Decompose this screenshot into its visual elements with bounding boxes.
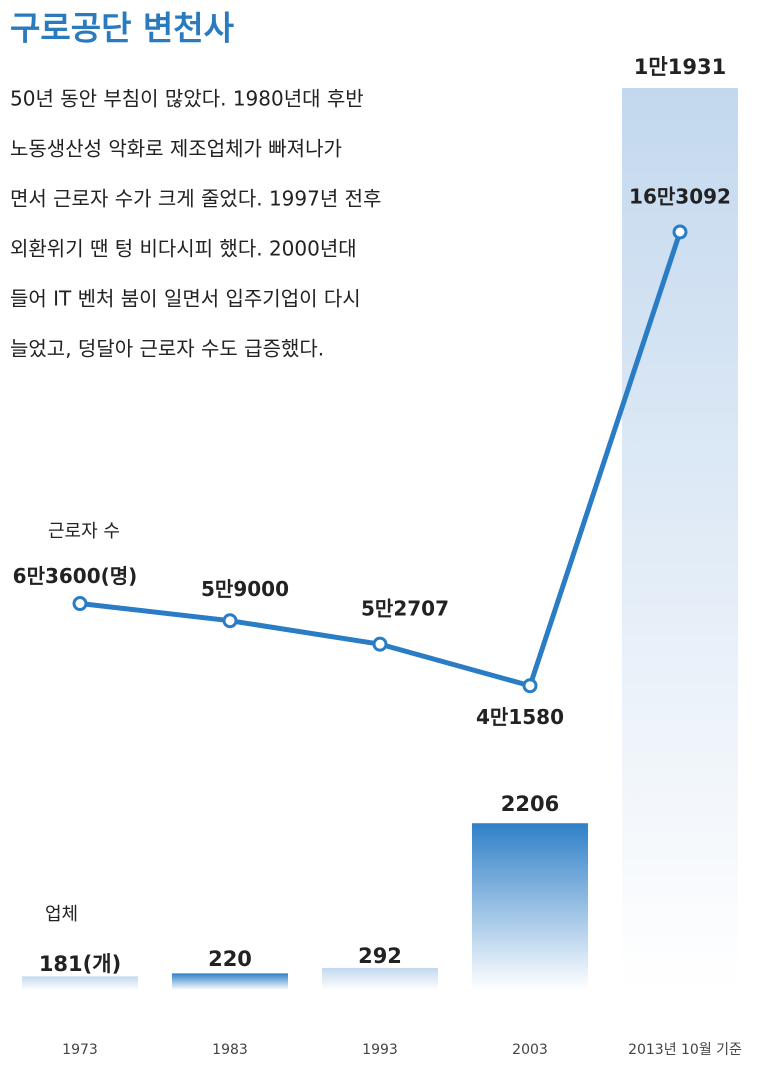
bar (472, 823, 588, 990)
point (222, 613, 238, 629)
point (672, 224, 688, 240)
bar-value-label: 292 (358, 944, 402, 968)
bar-value-label: 181(개) (39, 952, 121, 976)
bar (172, 973, 288, 990)
point-value-label: 4만1580 (476, 705, 564, 729)
point (72, 596, 88, 612)
legend-label: 근로자 수 (48, 521, 120, 542)
description-line: 50년 동안 부침이 많았다. 1980년대 후반 (10, 87, 364, 111)
point (522, 678, 538, 694)
bar-value-label: 220 (208, 947, 252, 971)
description-line: 외환위기 땐 텅 비다시피 했다. 2000년대 (10, 237, 357, 261)
chart-title: 구로공단 변천사 (10, 9, 235, 48)
x-tick-label: 2003 (512, 1042, 548, 1058)
x-tick-label: 1983 (212, 1042, 248, 1058)
description-line: 늘었고, 덩달아 근로자 수도 급증했다. (10, 337, 324, 361)
description-line: 들어 IT 벤처 붐이 일면서 입주기업이 다시 (10, 287, 361, 311)
point (372, 636, 388, 652)
bar-value-label: 2206 (501, 792, 559, 816)
legend-label: 업체 (45, 904, 78, 925)
bar (622, 88, 738, 990)
bar (322, 967, 438, 990)
bar (22, 976, 138, 990)
description-line: 면서 근로자 수가 크게 줄었다. 1997년 전후 (10, 187, 381, 211)
point-value-label: 6만3600(명) (13, 564, 138, 588)
point-value-label: 5만2707 (361, 597, 449, 621)
x-tick-label: 1993 (362, 1042, 398, 1058)
x-tick-label: 1973 (62, 1042, 98, 1058)
x-tick-label: 2013년 10월 기준 (628, 1042, 742, 1058)
point-value-label: 16만3092 (629, 185, 731, 209)
point-value-label: 5만9000 (201, 577, 289, 601)
description-line: 노동생산성 악화로 제조업체가 빠져나가 (10, 137, 342, 161)
bar-value-label: 1만1931 (634, 55, 726, 79)
